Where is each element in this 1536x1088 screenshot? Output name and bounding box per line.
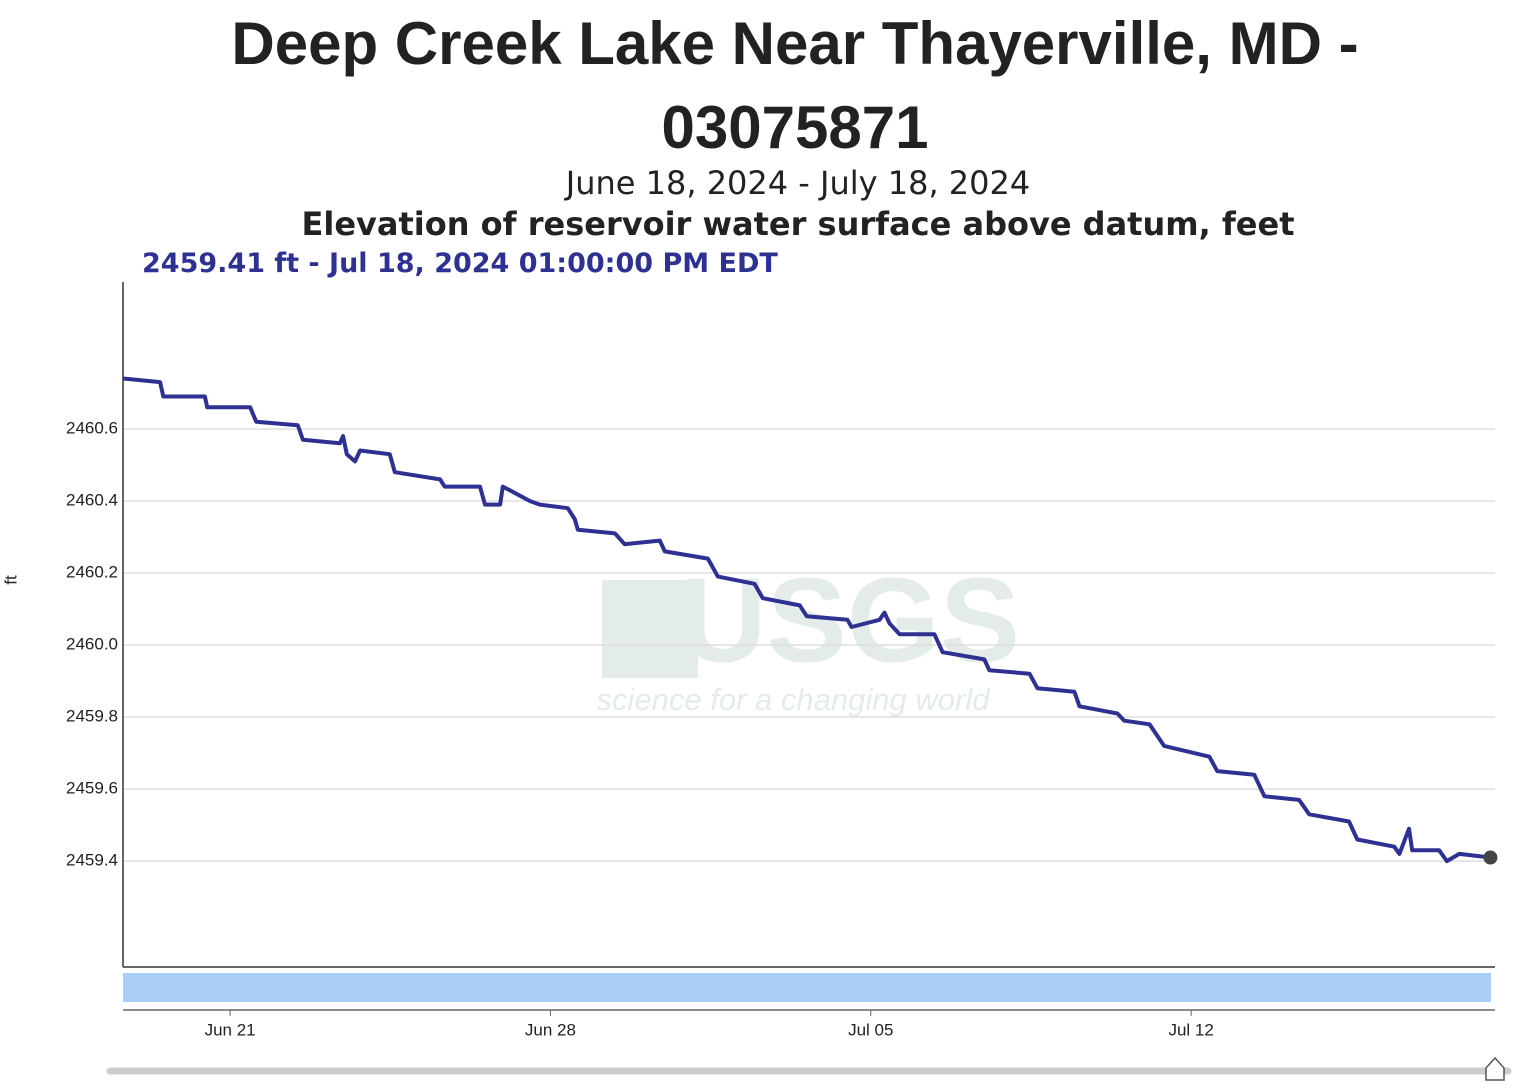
y-tick-label: 2460.6 [66,418,118,437]
y-tick-label: 2459.8 [66,707,118,726]
chart-title: Deep Creek Lake Near Thayerville, MD - 0… [231,10,1359,161]
y-axis-label: ft [1,575,20,585]
logo-waves [602,580,698,678]
parameter-label: Elevation of reservoir water surface abo… [301,205,1295,243]
y-tick-label: 2459.4 [66,851,118,870]
watermark: USGS science for a changing world [597,554,1020,717]
y-tick-label: 2460.4 [66,490,118,509]
watermark-tagline: science for a changing world [597,682,992,717]
tooltip: 2459.41 ft - Jul 18, 2024 01:00:00 PM ED… [142,248,778,279]
data-line [122,376,1491,864]
x-tick-label: Jun 21 [205,1020,256,1039]
subtitle: June 18, 2024 - July 18, 2024 [565,164,1031,202]
x-tick-label: Jun 28 [525,1020,576,1039]
y-tick-label: 2460.2 [66,562,118,581]
scroll-handle[interactable] [1485,1056,1505,1081]
x-tick-label: Jul 05 [848,1020,893,1039]
y-tick-label: 2460.0 [66,635,118,654]
x-tick-label: Jul 12 [1168,1020,1213,1039]
y-tick-label: 2459.6 [66,779,118,798]
last-point [1483,850,1498,865]
range-selector[interactable] [123,973,1491,1002]
